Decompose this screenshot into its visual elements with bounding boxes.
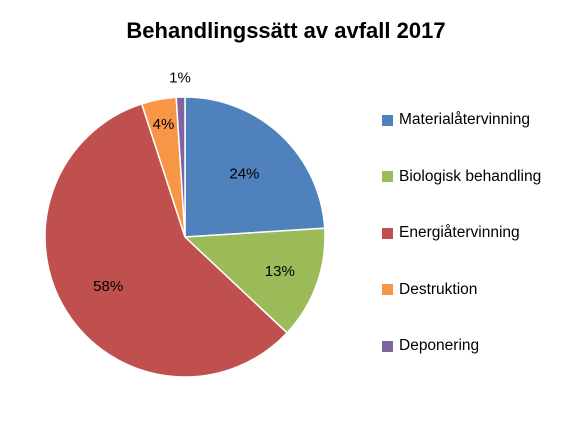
- legend-label-2: Biologisk behandling: [399, 167, 542, 185]
- data-label-1: 24%: [229, 166, 259, 183]
- legend-item-1: Materialåtervinning: [382, 110, 530, 130]
- legend-swatch-4: [382, 284, 393, 295]
- legend-swatch-3: [382, 227, 393, 239]
- data-label-5: 1%: [169, 70, 191, 87]
- legend-label-5: Deponering: [399, 337, 480, 354]
- pie-slice-5: [175, 96, 186, 238]
- legend-swatch-2: [382, 171, 393, 182]
- legend-item-3: Energiåtervinning: [382, 223, 520, 243]
- legend-label-3: Energiåtervinning: [399, 224, 520, 241]
- legend-label-1: Materialåtervinning: [399, 111, 530, 128]
- legend-swatch-1: [382, 114, 393, 126]
- legend-item-2: Biologisk behandling: [382, 167, 541, 187]
- pie-slice-1: [184, 96, 326, 238]
- data-label-4: 4%: [153, 116, 175, 133]
- pie-slice-3: [44, 102, 289, 378]
- chart-title: Behandlingssätt av avfall 2017: [126, 18, 446, 43]
- data-label-3: 58%: [93, 278, 123, 295]
- data-label-2: 13%: [265, 263, 295, 280]
- legend-item-5: Deponering: [382, 336, 479, 356]
- pie-slice-2: [183, 227, 326, 334]
- legend-item-4: Destruktion: [382, 280, 477, 300]
- legend-label-4: Destruktion: [399, 280, 478, 298]
- legend-swatch-5: [382, 340, 393, 352]
